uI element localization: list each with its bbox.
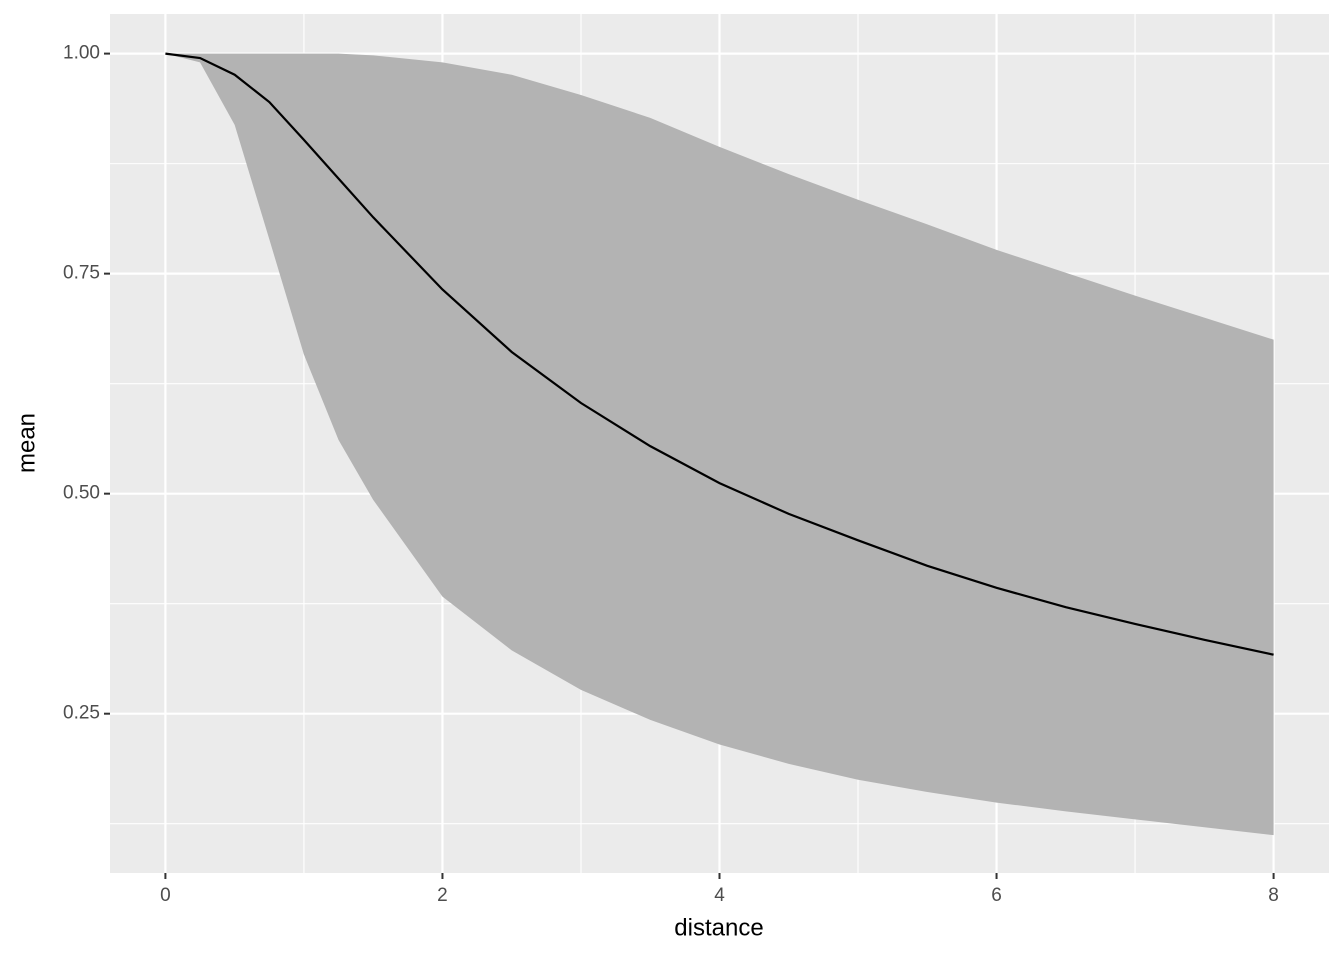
x-tick-label: 4 (714, 885, 725, 906)
x-tick-label: 2 (437, 885, 448, 906)
y-tick-label: 0.25 (63, 703, 100, 724)
y-tick-label: 0.75 (63, 263, 100, 284)
ribbon (165, 53, 1274, 836)
x-tick-label: 0 (160, 885, 171, 906)
mean-line (165, 52, 1274, 656)
x-tick-label: 8 (1268, 885, 1279, 906)
y-axis-title: mean (13, 413, 40, 473)
x-tick-label: 6 (991, 885, 1002, 906)
y-tick-label: 0.50 (63, 483, 100, 504)
y-tick-label: 1.00 (63, 43, 100, 64)
x-axis-title: distance (674, 914, 763, 941)
